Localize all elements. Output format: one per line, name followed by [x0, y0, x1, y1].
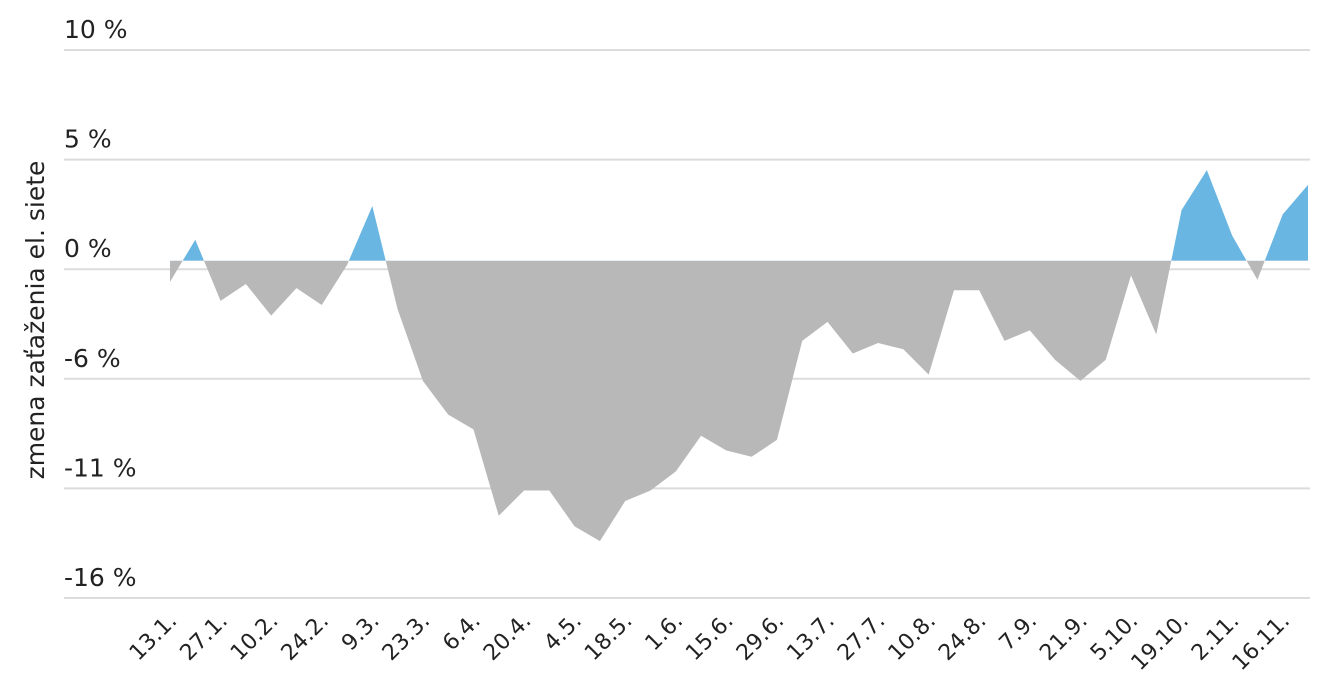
- x-tick-label: 27.1.: [176, 609, 233, 666]
- x-tick-label: 19.10.: [1127, 609, 1194, 676]
- x-tick-label: 20.4.: [479, 609, 536, 666]
- x-tick-label: 23.3.: [378, 609, 435, 666]
- area-positive: [170, 170, 1308, 261]
- y-axis-title: zmena zaťaženia el. siete: [21, 161, 50, 480]
- area-negative: [170, 260, 1265, 542]
- y-tick-label: -16 %: [64, 563, 137, 592]
- x-tick-label: 24.8.: [934, 609, 991, 666]
- y-tick-label: -6 %: [64, 344, 121, 373]
- y-tick-label: 0 %: [64, 234, 112, 263]
- x-tick-label: 15.6.: [681, 609, 738, 666]
- y-tick-label: -11 %: [64, 453, 137, 482]
- x-tick-label: 13.7.: [782, 609, 839, 666]
- x-tick-label: 16.11.: [1228, 609, 1295, 676]
- y-tick-label: 10 %: [64, 15, 128, 44]
- x-tick-label: 13.1.: [125, 609, 182, 666]
- x-tick-label: 29.6.: [732, 609, 789, 666]
- x-tick-label: 10.2.: [226, 609, 283, 666]
- x-tick-label: 21.9.: [1035, 609, 1092, 666]
- x-tick-label: 24.2.: [277, 609, 334, 666]
- x-tick-label: 27.7.: [833, 609, 890, 666]
- x-tick-label: 10.8.: [884, 609, 941, 666]
- x-tick-label: 18.5.: [580, 609, 637, 666]
- y-tick-label: 5 %: [64, 125, 112, 154]
